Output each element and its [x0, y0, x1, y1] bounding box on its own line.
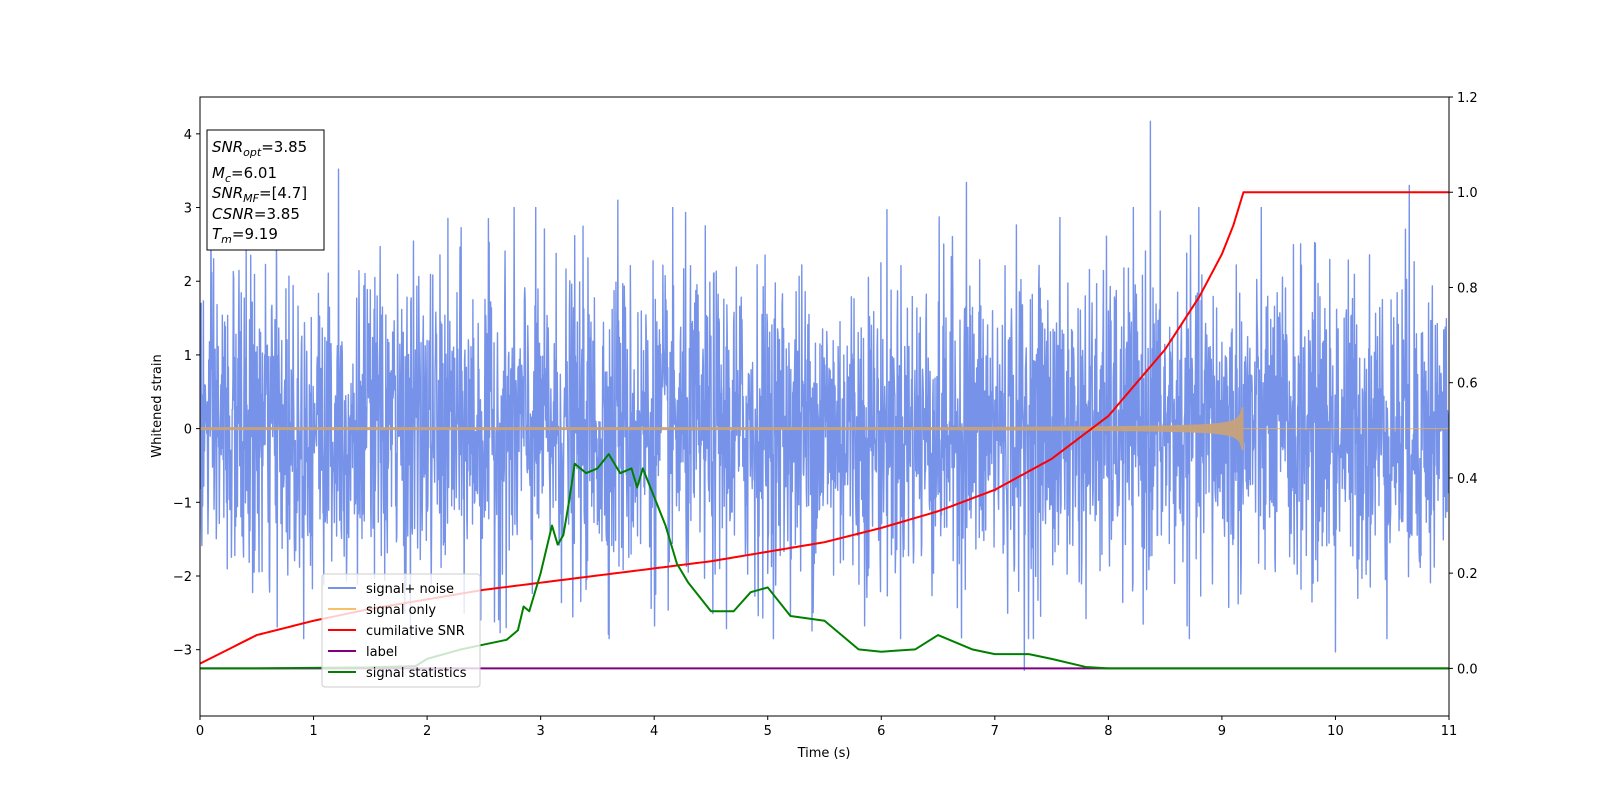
- y-left-tick-label: −2: [173, 570, 192, 585]
- x-tick-label: 1: [309, 724, 317, 739]
- x-tick-label: 10: [1327, 724, 1344, 739]
- x-tick-label: 7: [991, 724, 999, 739]
- info-value: =3.85: [254, 205, 300, 223]
- info-symbol: CSNR: [212, 205, 254, 223]
- plot-frame: [199, 96, 1450, 717]
- y-left-tick-label: 3: [184, 202, 192, 217]
- x-tick-label: 11: [1441, 724, 1458, 739]
- x-tick-label: 5: [764, 724, 772, 739]
- y-axis-label: Whitened strain: [150, 354, 165, 457]
- series-signal-only: [200, 406, 1449, 451]
- y-left-tick-label: −1: [173, 496, 192, 511]
- info-subscript: m: [221, 233, 232, 246]
- legend-entry: signal+ noise: [366, 582, 454, 597]
- x-axis-label: Time (s): [797, 746, 851, 761]
- series-signal-noise: [200, 120, 1449, 672]
- legend-entry: signal statistics: [366, 666, 467, 681]
- signal-statistics-line: [200, 453, 1449, 670]
- info-box: SNRopt=3.85Mc=6.01SNRMF=[4.7]CSNR=3.85Tm…: [206, 129, 325, 251]
- info-value: =6.01: [231, 164, 277, 182]
- y-left-tick-label: 1: [184, 349, 192, 364]
- signal-noise-line: [200, 120, 1449, 672]
- y-right-tick-label: 0.6: [1457, 377, 1478, 392]
- x-tick-label: 2: [423, 724, 431, 739]
- info-box-frame: [206, 129, 325, 251]
- info-symbol: SNR: [212, 138, 243, 156]
- y-right-tick-label: 0.4: [1457, 472, 1478, 487]
- legend-entry: label: [366, 645, 397, 660]
- y-right-tick-label: 0.2: [1457, 567, 1478, 582]
- y-left-tick-label: −3: [173, 644, 192, 659]
- legend-entry: cumilative SNR: [366, 624, 465, 639]
- info-value: =9.19: [232, 225, 278, 243]
- x-tick-label: 3: [536, 724, 544, 739]
- y-left-tick-label: 2: [184, 275, 192, 290]
- signal-only-envelope: [200, 406, 1244, 451]
- legend-box: [321, 573, 481, 688]
- info-line: SNRopt=3.85: [212, 138, 307, 159]
- legend: signal+ noise signal only cumilative SNR la…: [321, 573, 481, 688]
- info-subscript: c: [225, 172, 231, 185]
- info-value: =[4.7]: [259, 184, 307, 202]
- info-subscript: MF: [243, 192, 259, 205]
- info-line: Mc=6.01: [212, 164, 277, 185]
- y-left-tick-label: 0: [184, 423, 192, 438]
- x-tick-label: 8: [1104, 724, 1112, 739]
- x-tick-label: 6: [877, 724, 885, 739]
- info-line: CSNR=3.85: [212, 205, 300, 223]
- info-symbol: M: [212, 164, 225, 182]
- y-right-tick-label: 1.0: [1457, 186, 1478, 201]
- info-subscript: opt: [243, 146, 262, 159]
- y-right-tick-label: 0.0: [1457, 662, 1478, 677]
- x-tick-label: 9: [1218, 724, 1226, 739]
- y-right-tick-label: 1.2: [1457, 91, 1478, 106]
- info-symbol: T: [212, 225, 223, 243]
- x-tick-label: 0: [196, 724, 204, 739]
- y-left-tick-label: 4: [184, 128, 192, 143]
- info-line: SNRMF=[4.7]: [212, 184, 307, 205]
- info-value: =3.85: [261, 138, 307, 156]
- legend-entry: signal only: [366, 603, 436, 618]
- y-right-tick-label: 0.8: [1457, 281, 1478, 296]
- info-line: Tm=9.19: [212, 225, 278, 246]
- x-tick-label: 4: [650, 724, 658, 739]
- info-symbol: SNR: [212, 184, 243, 202]
- axes: 0 1 2 3 4 5 6 7 8 9 10 1143210−1−2−31.21.00.80.60.4…: [173, 91, 1478, 739]
